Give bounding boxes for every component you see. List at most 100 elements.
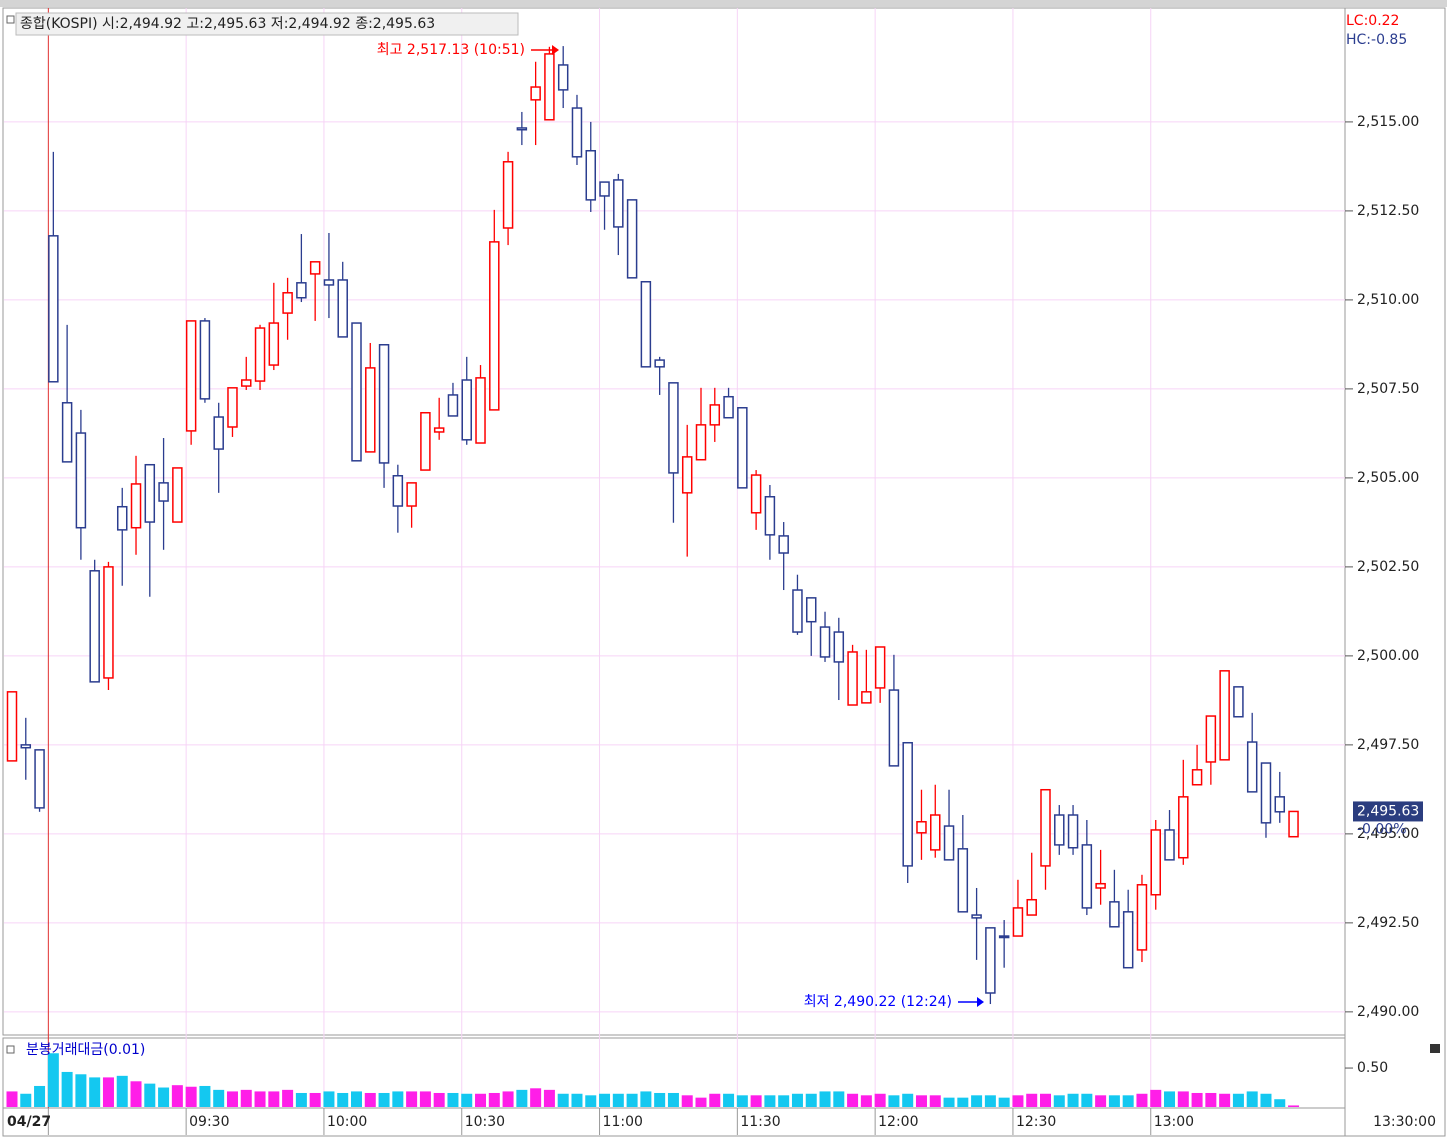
- volume-bar: [833, 1091, 845, 1107]
- low-annotation: 최저 2,490.22 (12:24): [804, 994, 952, 1010]
- candle-body: [172, 467, 183, 523]
- volume-bar: [1053, 1095, 1065, 1107]
- volume-bar: [612, 1093, 624, 1107]
- volume-bar: [874, 1093, 886, 1107]
- volume-bar: [585, 1095, 597, 1107]
- lc-label: LC:0.22: [1346, 13, 1399, 29]
- volume-bar: [102, 1077, 114, 1107]
- candle-body: [337, 279, 348, 338]
- candle-body: [89, 570, 100, 683]
- candle-body: [296, 282, 307, 299]
- volume-bar: [47, 1053, 59, 1107]
- volume-bar: [929, 1095, 941, 1107]
- candle-body: [213, 416, 224, 450]
- candle-body: [1067, 814, 1079, 849]
- title-box: [15, 12, 519, 36]
- candle-body: [1150, 829, 1161, 896]
- candle-body: [916, 821, 927, 834]
- candle-body: [1191, 769, 1203, 786]
- volume-bar: [695, 1097, 707, 1107]
- candle-body: [20, 744, 32, 749]
- hc-label: HC:-0.85: [1346, 32, 1407, 48]
- x-tick-label: 12:30: [1016, 1114, 1056, 1130]
- volume-bar: [530, 1088, 542, 1107]
- volume-bar: [791, 1093, 803, 1107]
- volume-bar: [805, 1093, 817, 1107]
- candle-body: [874, 646, 886, 689]
- volume-bar: [75, 1074, 87, 1107]
- candle-body: [902, 741, 913, 867]
- volume-bar: [1136, 1093, 1148, 1107]
- candle-body: [1040, 788, 1051, 867]
- x-tick-label: 04/27: [7, 1114, 51, 1130]
- candle-body: [1205, 715, 1217, 763]
- volume-bar: [1026, 1093, 1038, 1107]
- candle-body: [833, 631, 845, 663]
- candle-body: [888, 689, 900, 767]
- candle-body: [199, 320, 211, 400]
- volume-bar: [158, 1087, 170, 1107]
- volume-bar: [778, 1095, 790, 1107]
- volume-bar: [847, 1093, 859, 1107]
- volume-bar: [309, 1092, 321, 1107]
- candle-body: [309, 261, 321, 275]
- volume-bar: [268, 1091, 280, 1107]
- candle-body: [516, 127, 528, 131]
- volume-bar: [998, 1097, 1010, 1107]
- candle-body: [1164, 829, 1175, 861]
- volume-bar: [130, 1081, 142, 1107]
- volume-bar: [254, 1091, 266, 1107]
- candle-body: [819, 626, 831, 658]
- panel-button[interactable]: [1430, 1044, 1440, 1053]
- value-axis: [1344, 7, 1446, 1137]
- candle-body: [1026, 898, 1037, 916]
- volume-bar: [819, 1091, 831, 1107]
- candle-body: [530, 86, 541, 101]
- candle-body: [378, 344, 390, 464]
- x-tick-label: 10:00: [327, 1114, 367, 1130]
- candle-body: [502, 161, 514, 229]
- volume-bar: [1164, 1091, 1176, 1107]
- candle-body: [805, 597, 817, 623]
- candle-body: [1054, 814, 1065, 846]
- low-arrow-head: [977, 997, 984, 1007]
- volume-bar: [488, 1092, 500, 1107]
- volume-bar: [406, 1091, 418, 1107]
- candle-body: [1012, 907, 1024, 937]
- candle-body: [695, 424, 707, 461]
- marks: [6, 46, 1300, 1107]
- candle-body: [351, 322, 362, 462]
- candle-body: [557, 64, 569, 91]
- candle-body: [792, 589, 803, 633]
- candle-body: [1122, 911, 1134, 969]
- candle-body: [185, 320, 197, 432]
- candle-body: [640, 280, 652, 368]
- panel-icon: [6, 1045, 15, 1054]
- volume-bar: [1232, 1093, 1244, 1107]
- volume-bar: [860, 1095, 872, 1107]
- volume-bar: [6, 1091, 18, 1107]
- candle-body: [406, 482, 417, 507]
- candle-body: [130, 483, 142, 529]
- volume-bar: [571, 1093, 583, 1107]
- volume-bar: [378, 1092, 390, 1107]
- candle-body: [6, 691, 18, 762]
- volume-bar: [1274, 1099, 1286, 1107]
- x-tick-label: 09:30: [189, 1114, 229, 1130]
- candle-body: [571, 107, 583, 158]
- candle-body: [61, 402, 73, 463]
- volume-bar: [750, 1095, 762, 1107]
- candle-body: [34, 749, 45, 809]
- x-tick-label: 12:00: [878, 1114, 918, 1130]
- volume-bar: [1067, 1093, 1079, 1107]
- y-tick-label: 2,497.50: [1357, 737, 1419, 753]
- candle-body: [861, 691, 872, 704]
- y-tick-label: 2,505.00: [1357, 470, 1419, 486]
- candle-body: [1178, 796, 1189, 859]
- candle-body: [723, 395, 734, 419]
- candle-body: [654, 359, 665, 368]
- candle-body: [1274, 796, 1286, 813]
- candle-body: [1233, 686, 1244, 718]
- volume-bar: [433, 1092, 445, 1107]
